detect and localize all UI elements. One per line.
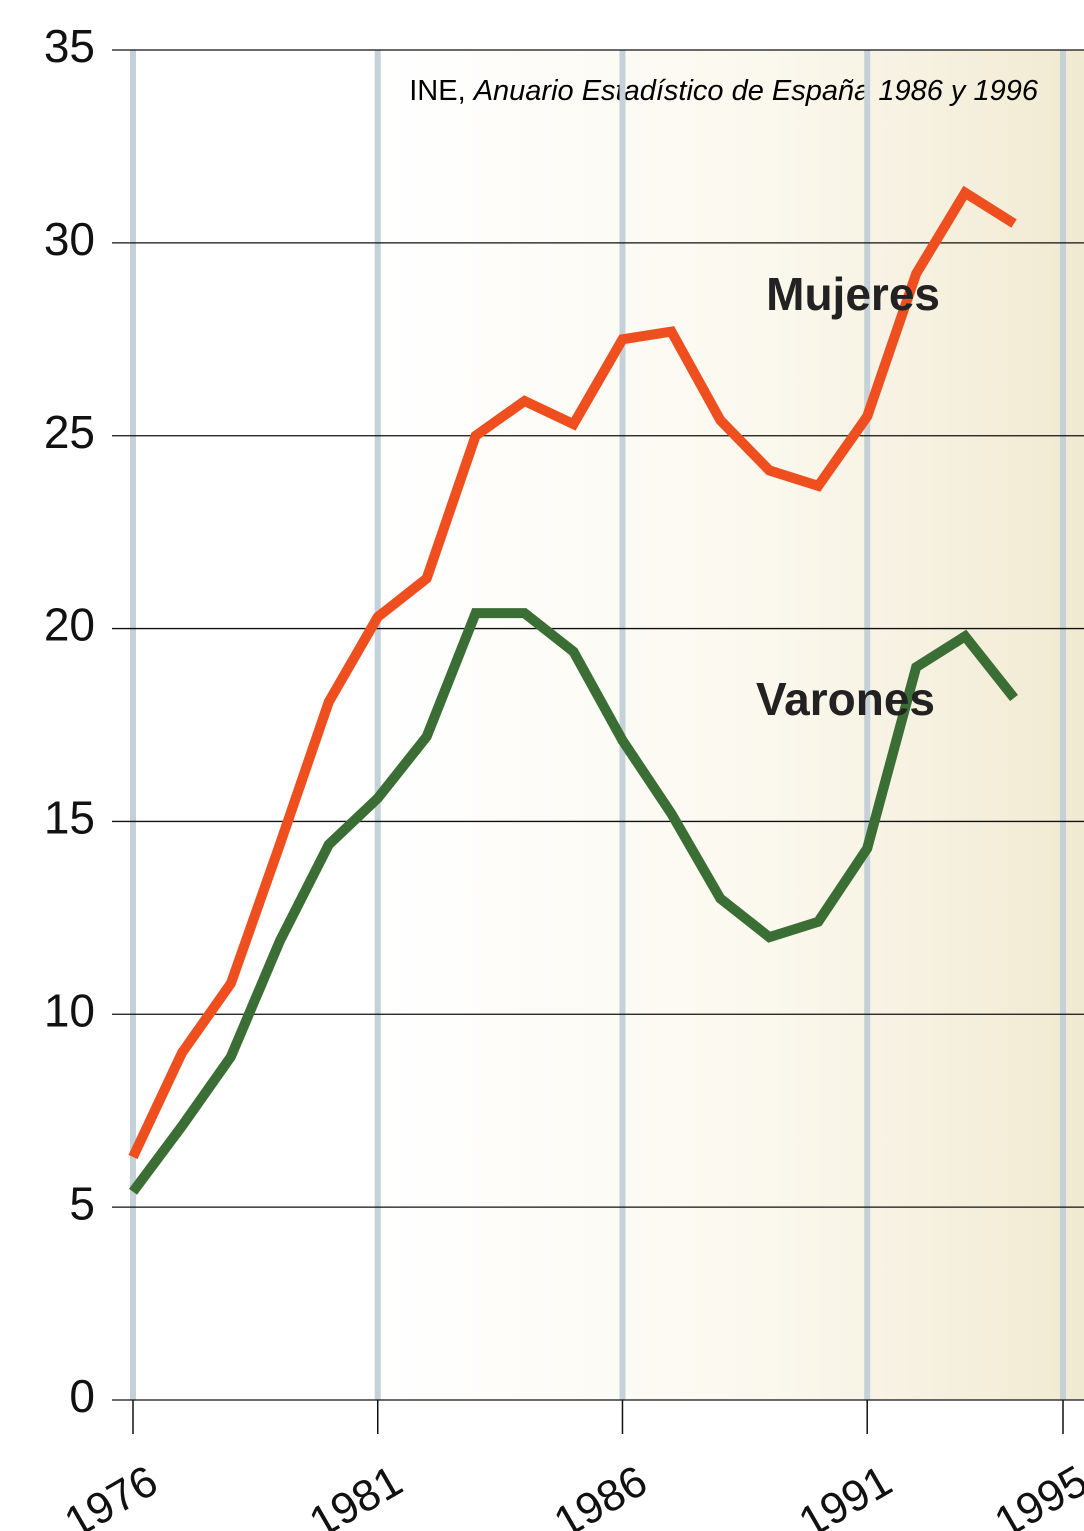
series-label: Varones [756,673,935,725]
y-tick-label: 5 [69,1177,95,1229]
y-tick-label: 15 [44,792,95,844]
y-tick-label: 35 [44,20,95,72]
y-tick-label: 30 [44,213,95,265]
chart: INE, Anuario Estadístico de España 1986 … [0,0,1084,1531]
y-tick-label: 10 [44,984,95,1036]
x-tick-label: 1995 [987,1456,1084,1531]
background-photo [380,50,1084,1400]
x-tick-label: 1991 [791,1456,900,1531]
source-title: Anuario Estadístico de España 1986 y 199… [472,75,1039,107]
source-publisher: INE, [409,75,465,107]
series-label: Mujeres [766,268,940,320]
source: INE, Anuario Estadístico de España 1986 … [409,75,1039,107]
y-tick-label: 0 [69,1370,95,1422]
x-tick-label: 1986 [546,1456,655,1531]
y-tick-label: 20 [44,599,95,651]
x-tick-label: 1981 [301,1456,410,1531]
x-tick-label: 1976 [57,1456,166,1531]
y-tick-label: 25 [44,406,95,458]
